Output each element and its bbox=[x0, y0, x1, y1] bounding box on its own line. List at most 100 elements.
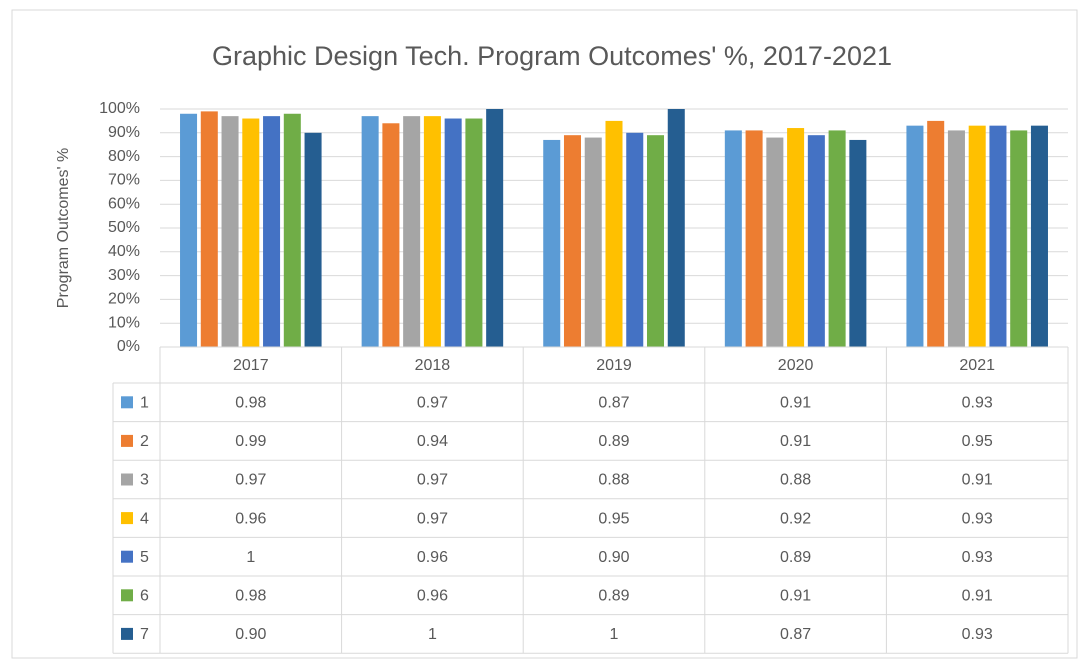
legend-swatch bbox=[121, 396, 133, 409]
table-cell: 0.93 bbox=[962, 626, 993, 643]
table-cell: 0.91 bbox=[780, 433, 811, 450]
bar bbox=[906, 125, 924, 347]
bar bbox=[382, 123, 400, 347]
y-tick-label: 0% bbox=[117, 338, 140, 355]
legend-swatch bbox=[121, 550, 133, 563]
legend-label: 7 bbox=[140, 626, 149, 643]
legend-swatch bbox=[121, 627, 133, 640]
bar bbox=[584, 137, 602, 347]
table-cell: 0.97 bbox=[417, 472, 448, 489]
legend-label: 3 bbox=[140, 472, 149, 489]
table-cell: 0.92 bbox=[780, 510, 811, 527]
bar bbox=[263, 116, 281, 347]
table-cell: 0.89 bbox=[598, 433, 629, 450]
bar bbox=[543, 139, 561, 347]
legend-label: 1 bbox=[140, 395, 149, 412]
bar bbox=[242, 118, 260, 348]
table-cell: 0.96 bbox=[417, 549, 448, 566]
legend-label: 4 bbox=[140, 510, 149, 527]
legend-label: 5 bbox=[140, 549, 149, 566]
bar bbox=[1030, 125, 1048, 347]
table-cell: 0.91 bbox=[780, 588, 811, 605]
table-cell: 0.94 bbox=[417, 433, 448, 450]
bar bbox=[849, 139, 867, 347]
y-tick-label: 90% bbox=[108, 124, 140, 141]
table-cell: 0.91 bbox=[780, 395, 811, 412]
bar bbox=[787, 128, 805, 347]
table-cell: 0.89 bbox=[598, 588, 629, 605]
bar bbox=[361, 116, 379, 347]
y-tick-label: 100% bbox=[99, 100, 140, 117]
bar bbox=[989, 125, 1007, 347]
x-tick-label: 2019 bbox=[596, 357, 632, 374]
bar bbox=[1010, 130, 1028, 347]
table-cell: 0.98 bbox=[235, 588, 266, 605]
legend-swatch bbox=[121, 512, 133, 525]
legend-swatch bbox=[121, 434, 133, 447]
y-tick-label: 60% bbox=[108, 195, 140, 212]
chart-title: Graphic Design Tech. Program Outcomes' %… bbox=[212, 41, 892, 71]
legend-label: 2 bbox=[140, 433, 149, 450]
y-tick-label: 30% bbox=[108, 267, 140, 284]
table-cell: 0.91 bbox=[962, 588, 993, 605]
bar bbox=[828, 130, 846, 347]
bar bbox=[304, 132, 322, 347]
legend-swatch bbox=[121, 473, 133, 486]
y-tick-label: 40% bbox=[108, 243, 140, 260]
bar bbox=[667, 109, 685, 347]
table-cell: 1 bbox=[246, 549, 255, 566]
bar bbox=[221, 116, 239, 347]
bar bbox=[807, 135, 825, 347]
table-cell: 0.93 bbox=[962, 510, 993, 527]
bar bbox=[423, 116, 441, 347]
y-tick-label: 80% bbox=[108, 148, 140, 165]
y-tick-label: 70% bbox=[108, 172, 140, 189]
bar bbox=[465, 118, 483, 348]
table-cell: 0.93 bbox=[962, 395, 993, 412]
bar bbox=[626, 132, 644, 347]
table-cell: 0.90 bbox=[598, 549, 629, 566]
table-cell: 0.88 bbox=[780, 472, 811, 489]
bar bbox=[947, 130, 965, 347]
bar bbox=[745, 130, 763, 347]
table-cell: 1 bbox=[428, 626, 437, 643]
bar bbox=[283, 113, 301, 347]
table-cell: 0.97 bbox=[417, 510, 448, 527]
table-cell: 0.90 bbox=[235, 626, 266, 643]
bar bbox=[724, 130, 742, 347]
table-cell: 0.97 bbox=[235, 472, 266, 489]
table-cell: 0.95 bbox=[598, 510, 629, 527]
table-cell: 0.95 bbox=[962, 433, 993, 450]
bar bbox=[605, 120, 623, 348]
legend-label: 6 bbox=[140, 588, 149, 605]
x-tick-label: 2021 bbox=[959, 357, 995, 374]
table-cell: 0.89 bbox=[780, 549, 811, 566]
bar bbox=[766, 137, 784, 347]
bar bbox=[180, 113, 198, 347]
legend-swatch bbox=[121, 589, 133, 602]
y-tick-label: 20% bbox=[108, 291, 140, 308]
bar bbox=[486, 109, 504, 347]
table-cell: 0.99 bbox=[235, 433, 266, 450]
bar bbox=[444, 118, 462, 348]
bar bbox=[200, 111, 218, 347]
x-tick-label: 2018 bbox=[415, 357, 451, 374]
bar bbox=[646, 135, 665, 347]
table-cell: 0.91 bbox=[962, 472, 993, 489]
table-cell: 0.87 bbox=[598, 395, 629, 412]
y-tick-label: 50% bbox=[108, 219, 140, 236]
table-cell: 0.87 bbox=[780, 626, 811, 643]
table-cell: 0.93 bbox=[962, 549, 993, 566]
bar bbox=[403, 116, 421, 347]
bar bbox=[927, 120, 945, 348]
table-cell: 0.88 bbox=[598, 472, 629, 489]
bar bbox=[563, 135, 582, 347]
y-tick-label: 10% bbox=[108, 314, 140, 331]
table-cell: 0.96 bbox=[417, 588, 448, 605]
table-cell: 0.98 bbox=[235, 395, 266, 412]
table-cell: 1 bbox=[610, 626, 619, 643]
bar bbox=[968, 125, 986, 347]
x-tick-label: 2017 bbox=[233, 357, 269, 374]
